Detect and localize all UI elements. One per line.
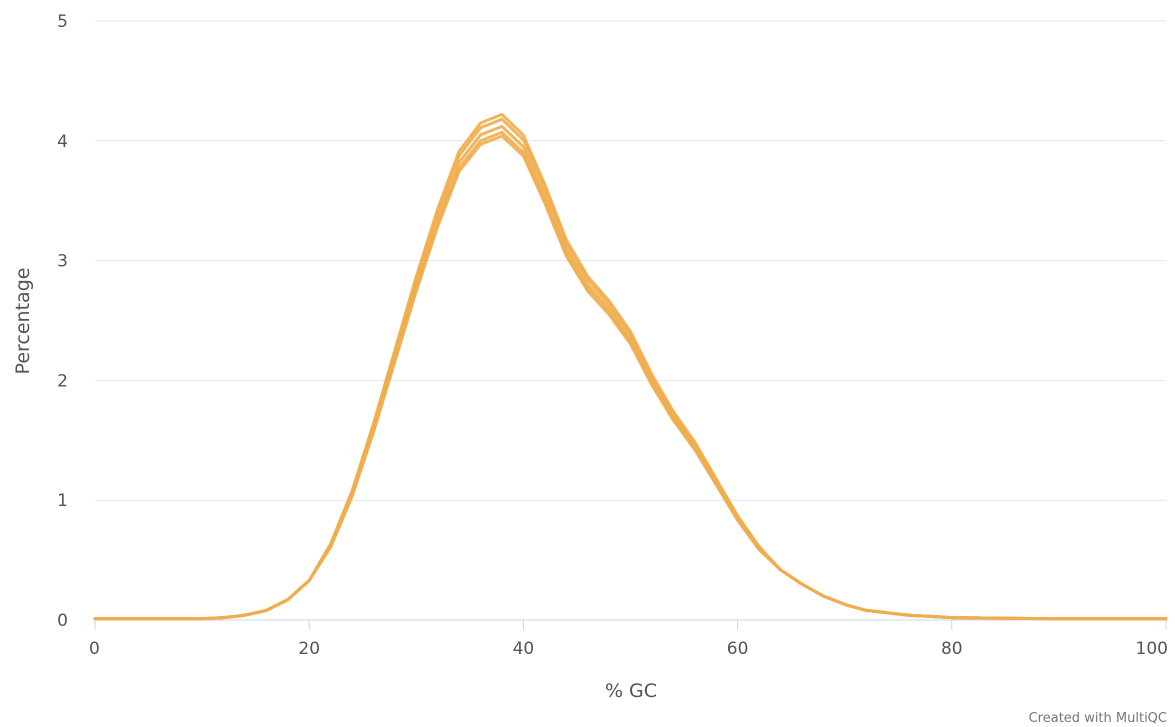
x-tick-label: 80 xyxy=(941,639,963,659)
series-line[interactable] xyxy=(93,124,1168,621)
x-tick-label: 20 xyxy=(298,639,320,659)
x-tick-label: 60 xyxy=(727,639,749,659)
y-axis-ticks: 0 1 2 3 4 5 xyxy=(57,12,68,631)
series-line[interactable] xyxy=(93,130,1168,621)
x-axis-ticks: 0 20 40 60 80 100 xyxy=(89,620,1168,659)
credit-label: Created with MultiQC xyxy=(1029,711,1167,726)
y-tick-label: 4 xyxy=(57,132,68,152)
y-tick-label: 0 xyxy=(57,611,68,631)
x-tick-label: 0 xyxy=(89,639,100,659)
x-tick-label: 40 xyxy=(513,639,535,659)
y-tick-label: 2 xyxy=(57,371,68,391)
y-tick-label: 5 xyxy=(57,12,68,32)
series-line[interactable] xyxy=(93,112,1168,621)
x-axis-title: % GC xyxy=(605,680,657,702)
y-tick-label: 3 xyxy=(57,252,68,272)
x-tick-label: 100 xyxy=(1136,639,1168,659)
series-line[interactable] xyxy=(93,134,1168,621)
series-lines[interactable] xyxy=(93,112,1168,621)
y-tick-label: 1 xyxy=(57,491,68,511)
series-line[interactable] xyxy=(93,117,1168,621)
y-gridlines xyxy=(95,20,1166,501)
y-axis-title: Percentage xyxy=(12,268,34,375)
